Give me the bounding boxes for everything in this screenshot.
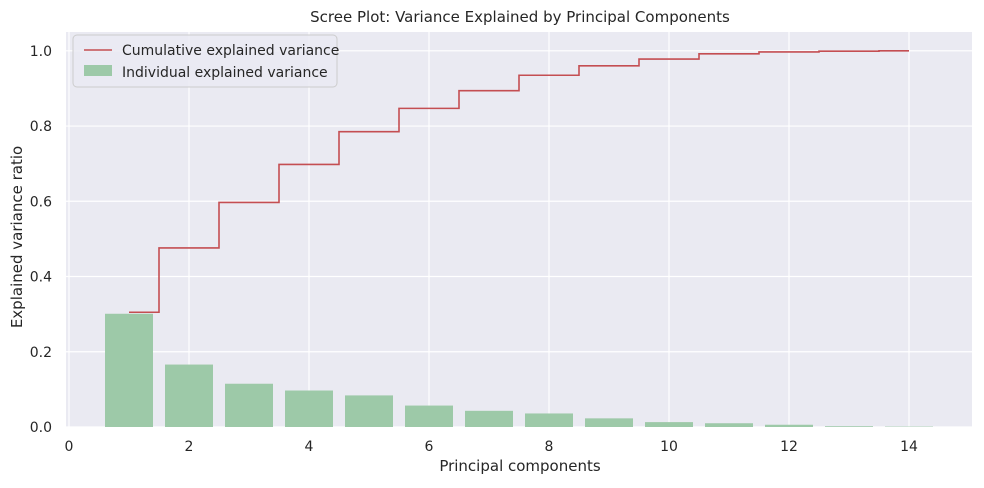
x-tick-label: 4 [305, 439, 314, 455]
bar-pc-5 [345, 395, 393, 427]
y-tick-label: 0.2 [30, 345, 52, 361]
x-tick-label: 6 [425, 439, 434, 455]
legend-bar-swatch [84, 65, 112, 76]
y-tick-label: 0.0 [30, 420, 52, 436]
bar-pc-7 [465, 411, 513, 427]
bar-pc-6 [405, 406, 453, 427]
x-tick-label: 12 [780, 439, 798, 455]
bar-pc-3 [225, 384, 273, 427]
x-tick-label: 2 [185, 439, 194, 455]
x-axis-label: Principal components [439, 457, 601, 475]
legend-label-cumulative: Cumulative explained variance [122, 43, 339, 59]
bar-pc-4 [285, 391, 333, 427]
x-tick-label: 10 [660, 439, 678, 455]
chart-title: Scree Plot: Variance Explained by Princi… [310, 8, 730, 26]
x-tick-label: 0 [65, 439, 74, 455]
y-tick-label: 1.0 [30, 44, 52, 60]
y-tick-label: 0.6 [30, 194, 52, 210]
bar-pc-10 [645, 422, 693, 427]
y-axis-label: Explained variance ratio [8, 146, 26, 328]
bar-pc-13 [825, 426, 873, 427]
bar-pc-1 [105, 314, 153, 427]
y-tick-label: 0.8 [30, 119, 52, 135]
legend: Cumulative explained variance Individual… [73, 35, 339, 87]
bar-pc-12 [765, 425, 813, 427]
legend-label-individual: Individual explained variance [122, 65, 328, 81]
x-tick-label: 14 [900, 439, 918, 455]
bar-pc-9 [585, 418, 633, 427]
y-tick-label: 0.4 [30, 270, 52, 286]
bar-pc-8 [525, 413, 573, 427]
bar-pc-11 [705, 423, 753, 427]
bar-pc-2 [165, 365, 213, 427]
x-tick-label: 8 [545, 439, 554, 455]
